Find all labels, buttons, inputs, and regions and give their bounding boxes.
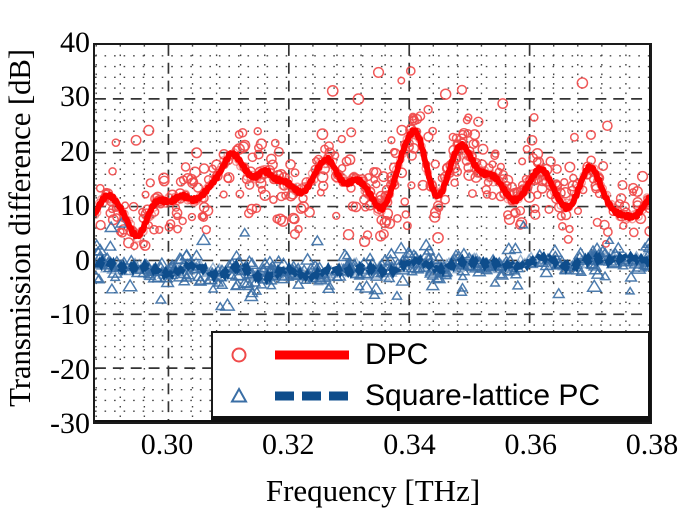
y-tick-label: -10 <box>50 298 90 332</box>
x-tick-label: 0.32 <box>261 428 315 461</box>
y-axis-ticks: 40 30 20 10 0 -10 -20 -30 <box>0 0 90 521</box>
y-tick-label: 10 <box>60 189 90 223</box>
circle-open-icon <box>213 344 265 366</box>
legend-label-square-lattice-pc: Square-lattice PC <box>365 379 601 412</box>
y-tick-label: 40 <box>60 26 90 59</box>
y-tick-label: -30 <box>50 407 90 440</box>
legend-line-dashed-blue <box>273 389 351 403</box>
legend-line-solid-red <box>273 348 351 362</box>
y-tick-label: 30 <box>60 80 90 114</box>
chart-legend: DPC Square-lattice PC <box>211 331 651 420</box>
x-tick-label: 0.36 <box>504 428 557 461</box>
legend-label-dpc: DPC <box>365 338 429 371</box>
x-axis-label: Frequency [THz] <box>265 473 481 508</box>
x-tick-label: 0.34 <box>383 428 436 461</box>
x-tick-label: 0.38 <box>625 428 679 461</box>
x-axis-ticks: 0.30 0.32 0.34 0.36 0.38 <box>0 430 700 470</box>
legend-row-square-lattice-pc: Square-lattice PC <box>213 374 649 418</box>
y-tick-label: 20 <box>60 134 90 168</box>
x-tick-label: 0.30 <box>140 428 194 461</box>
y-tick-label: -20 <box>50 352 90 386</box>
y-tick-label: 0 <box>75 243 90 277</box>
data-layer <box>95 66 650 311</box>
legend-row-dpc: DPC <box>213 333 649 377</box>
triangle-open-icon <box>213 385 265 407</box>
